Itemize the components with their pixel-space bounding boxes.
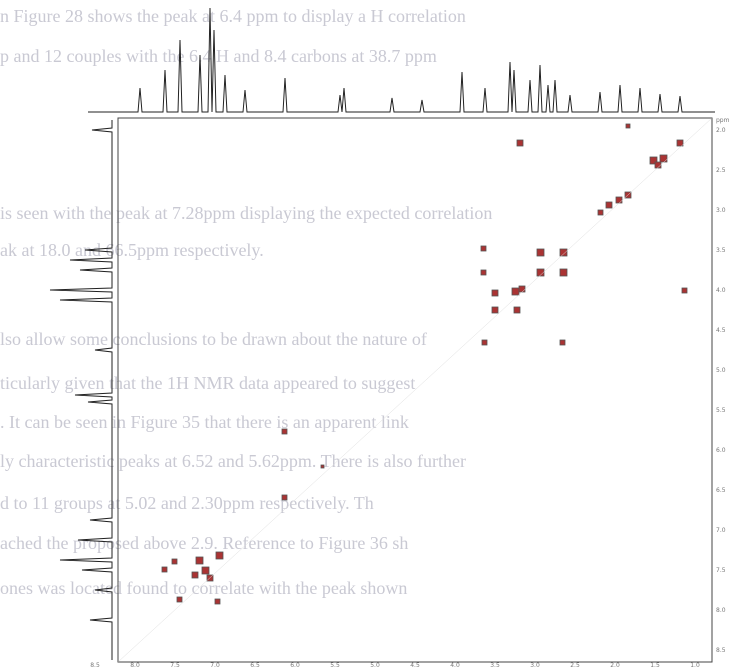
text-line: . It can be seen in Figure 35 that there… [0, 412, 409, 432]
axis-label: 4.5 [716, 327, 726, 334]
text-line: n Figure 28 shows the peak at 6.4 ppm to… [0, 6, 466, 26]
axis-label: 2.0 [610, 662, 620, 669]
text-line: is seen with the peak at 7.28ppm display… [0, 203, 493, 223]
axis-label: 2.0 [716, 127, 726, 134]
text-line: ticularly given that the 1H NMR data app… [0, 373, 416, 393]
text-line: ak at 18.0 and 66.5ppm respectively. [0, 240, 264, 260]
axis-label: 8.5 [90, 662, 100, 669]
text-line: lso allow some conclusions to be drawn a… [0, 329, 427, 349]
axis-label: 7.0 [210, 662, 220, 669]
axis-label: 7.5 [170, 662, 180, 669]
axis-label: 3.5 [716, 247, 726, 254]
axis-label: 5.5 [330, 662, 340, 669]
axis-label: 6.0 [716, 447, 726, 454]
axis-label: 3.5 [490, 662, 500, 669]
axis-label: 4.5 [410, 662, 420, 669]
axis-label: 6.5 [250, 662, 260, 669]
cross-peaks [161, 123, 688, 605]
axis-label: 6.0 [290, 662, 300, 669]
axis-label: 7.5 [716, 567, 726, 574]
axis-label: 2.5 [570, 662, 580, 669]
axis-label: 8.0 [716, 607, 726, 614]
axis-label: 2.5 [716, 167, 726, 174]
axis-label: 1.0 [690, 662, 700, 669]
top-1d-spectrum [88, 7, 715, 113]
axis-label: 3.0 [530, 662, 540, 669]
axis-label: 5.5 [716, 407, 726, 414]
text-line: d to 11 groups at 5.02 and 2.30ppm respe… [0, 493, 374, 513]
axis-label: 1.5 [650, 662, 660, 669]
left-1d-spectrum [49, 120, 113, 660]
axis-label: 4.0 [450, 662, 460, 669]
diagonal [117, 117, 713, 663]
text-line: p and 12 couples with the 6.4 H and 8.4 … [0, 46, 437, 66]
text-line: ly characteristic peaks at 6.52 and 5.62… [0, 451, 467, 471]
axis-label: ppm [716, 117, 730, 124]
axis-label: 4.0 [716, 287, 726, 294]
text-line: ones was located found to correlate with… [0, 578, 408, 598]
axis-label: 6.5 [716, 487, 726, 494]
axis-label: 8.0 [130, 662, 140, 669]
plot-frame [117, 117, 713, 663]
axis-label: 5.0 [716, 367, 726, 374]
axis-label: 5.0 [370, 662, 380, 669]
axis-label: 3.0 [716, 207, 726, 214]
axis-label: 8.5 [716, 647, 726, 654]
text-line: ached the proposed above 2.9. Reference … [0, 533, 409, 553]
axis-label: 7.0 [716, 527, 726, 534]
